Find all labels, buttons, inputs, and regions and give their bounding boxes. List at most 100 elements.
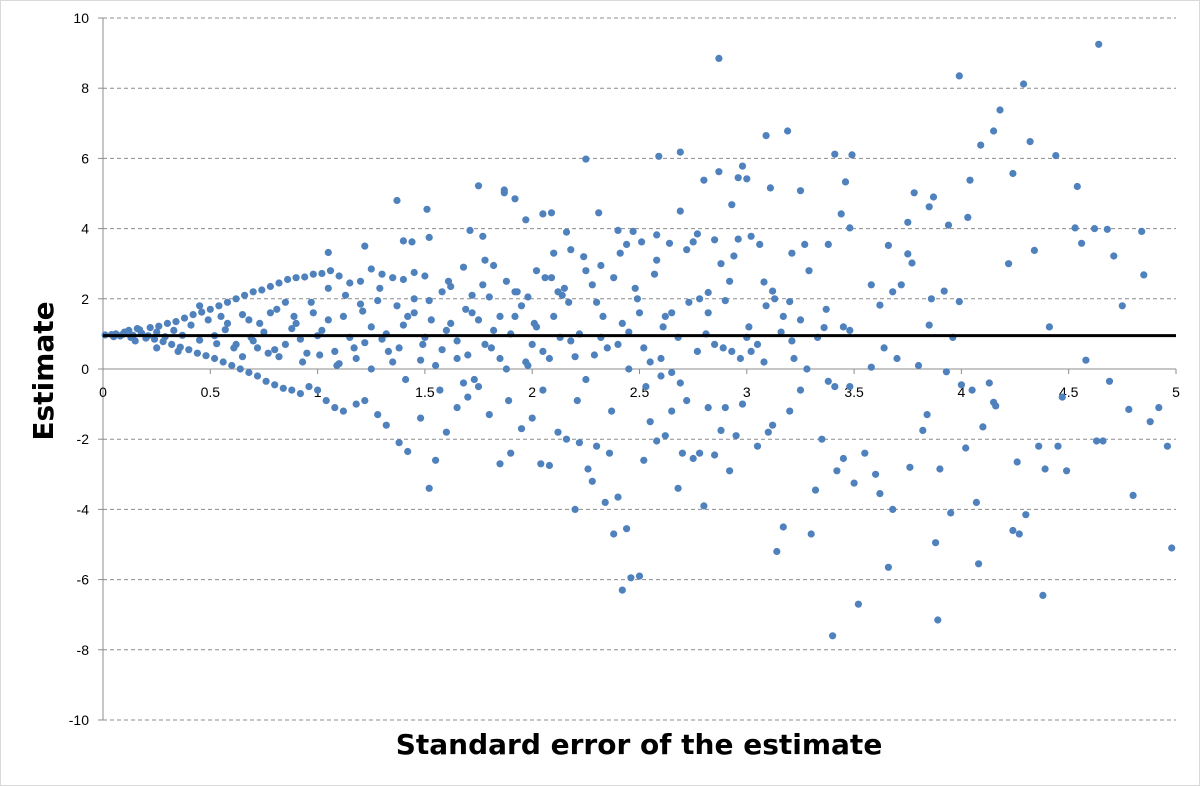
data-point bbox=[554, 428, 562, 436]
data-point bbox=[545, 354, 554, 363]
data-point bbox=[193, 349, 201, 357]
data-point bbox=[314, 386, 322, 394]
data-point bbox=[829, 632, 837, 640]
data-point bbox=[582, 155, 590, 163]
data-point bbox=[513, 288, 521, 296]
x-tick-labels: 00.511.522.533.544.55 bbox=[99, 384, 1180, 400]
data-point bbox=[189, 311, 197, 319]
data-point bbox=[657, 354, 665, 363]
data-point bbox=[683, 397, 691, 405]
data-point bbox=[745, 323, 753, 331]
data-point bbox=[249, 337, 257, 345]
data-point bbox=[753, 442, 762, 450]
data-point bbox=[614, 493, 622, 501]
data-point bbox=[623, 525, 631, 533]
data-point bbox=[769, 287, 777, 295]
y-tick-label: -2 bbox=[77, 431, 90, 447]
data-point bbox=[404, 447, 412, 456]
data-point bbox=[324, 316, 332, 324]
data-point bbox=[468, 291, 476, 299]
data-point bbox=[610, 530, 618, 538]
data-point bbox=[704, 309, 712, 317]
data-point bbox=[760, 278, 768, 286]
data-point bbox=[876, 301, 884, 309]
data-point bbox=[846, 326, 854, 334]
data-point bbox=[459, 263, 468, 271]
data-point bbox=[676, 207, 684, 215]
data-point bbox=[301, 273, 309, 281]
data-point bbox=[1026, 138, 1034, 146]
data-point bbox=[296, 335, 304, 343]
data-point bbox=[481, 340, 489, 348]
data-point bbox=[614, 226, 622, 234]
data-point bbox=[303, 349, 311, 357]
data-point bbox=[228, 361, 236, 370]
data-point bbox=[635, 309, 644, 317]
data-point bbox=[910, 189, 918, 197]
data-point bbox=[593, 442, 601, 450]
data-point bbox=[657, 372, 665, 380]
data-point bbox=[146, 324, 154, 332]
data-point bbox=[717, 260, 725, 268]
data-point bbox=[324, 284, 332, 292]
data-point bbox=[417, 356, 425, 364]
data-point bbox=[479, 232, 487, 240]
data-point bbox=[730, 252, 738, 260]
data-point bbox=[867, 281, 875, 289]
data-point bbox=[897, 281, 905, 289]
data-point bbox=[438, 288, 446, 296]
data-point bbox=[532, 323, 541, 331]
data-point bbox=[925, 203, 933, 211]
data-point bbox=[762, 132, 770, 140]
data-point bbox=[517, 425, 526, 433]
data-point bbox=[1020, 80, 1028, 88]
data-point bbox=[653, 231, 661, 239]
data-point bbox=[923, 411, 931, 419]
data-point bbox=[490, 326, 498, 334]
y-tick-label: 10 bbox=[73, 10, 89, 26]
data-point bbox=[738, 400, 747, 408]
data-point bbox=[453, 337, 461, 345]
data-point bbox=[399, 321, 407, 329]
y-tick-label: 4 bbox=[81, 221, 89, 237]
data-point bbox=[588, 477, 596, 485]
data-point bbox=[359, 307, 367, 315]
data-point bbox=[505, 397, 513, 405]
data-point bbox=[831, 150, 839, 158]
data-point bbox=[279, 384, 287, 392]
data-point bbox=[1125, 405, 1133, 413]
data-point bbox=[985, 379, 993, 387]
data-point bbox=[399, 237, 407, 245]
data-point bbox=[185, 346, 193, 354]
data-point bbox=[217, 312, 225, 320]
data-point bbox=[215, 302, 223, 310]
data-point bbox=[601, 498, 609, 506]
data-point bbox=[689, 454, 697, 463]
data-point bbox=[281, 298, 289, 306]
data-point bbox=[223, 319, 232, 327]
data-point bbox=[717, 426, 725, 434]
data-point bbox=[266, 309, 274, 317]
data-point bbox=[290, 312, 298, 320]
data-point bbox=[196, 336, 204, 344]
data-point bbox=[1035, 442, 1043, 450]
data-point bbox=[1155, 404, 1163, 412]
data-point bbox=[539, 210, 547, 218]
data-point bbox=[367, 365, 375, 373]
data-point bbox=[618, 319, 626, 327]
data-point bbox=[629, 227, 637, 235]
data-point bbox=[711, 236, 719, 244]
data-point bbox=[618, 586, 626, 594]
data-point bbox=[790, 354, 798, 363]
data-point bbox=[593, 298, 601, 306]
data-point bbox=[545, 461, 554, 470]
data-point bbox=[603, 344, 611, 352]
data-point bbox=[715, 54, 723, 63]
data-point bbox=[786, 298, 794, 306]
data-point bbox=[661, 432, 669, 440]
data-point bbox=[288, 325, 296, 333]
y-tick-label: 8 bbox=[81, 80, 89, 96]
data-point bbox=[678, 449, 687, 457]
data-point bbox=[839, 323, 848, 331]
data-point bbox=[275, 353, 283, 361]
